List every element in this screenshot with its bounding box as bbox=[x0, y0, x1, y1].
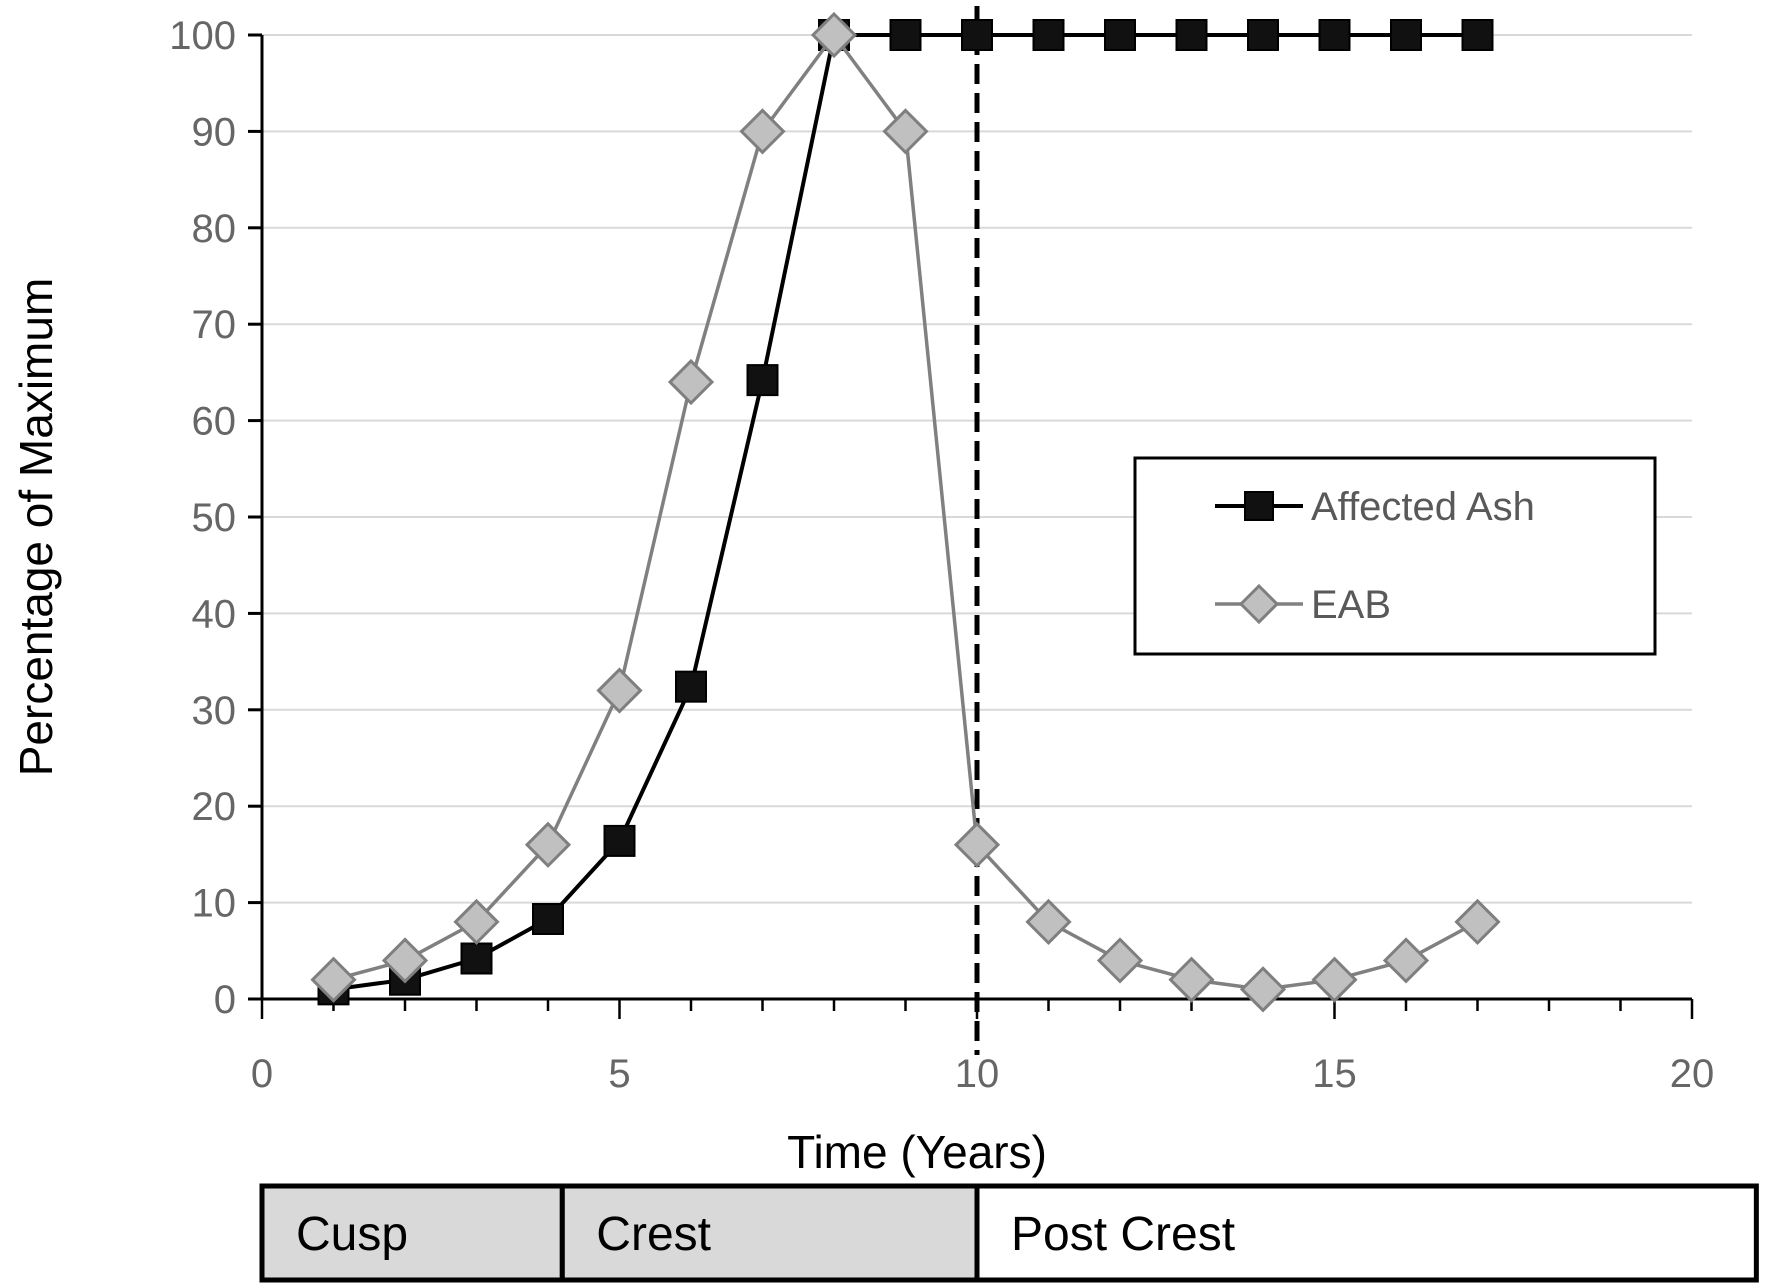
point-eab-2 bbox=[381, 937, 429, 984]
point-eab-7 bbox=[739, 108, 786, 155]
series-layer bbox=[310, 6, 1501, 1055]
series-eab bbox=[310, 11, 1501, 1013]
y-tick-label-50: 50 bbox=[192, 496, 237, 540]
y-tick-label-60: 60 bbox=[192, 400, 237, 444]
point-affected-ash-10 bbox=[961, 19, 993, 51]
y-tick-label-0: 0 bbox=[214, 978, 236, 1022]
y-tick-label-30: 30 bbox=[192, 689, 237, 733]
point-affected-ash-7 bbox=[746, 364, 779, 397]
point-eab-3 bbox=[453, 898, 500, 946]
y-tick-label-70: 70 bbox=[192, 303, 237, 347]
point-affected-ash-12 bbox=[1104, 19, 1136, 51]
legend-marker-affected-ash bbox=[1244, 491, 1274, 521]
point-eab-8 bbox=[810, 11, 858, 59]
point-affected-ash-15 bbox=[1318, 19, 1351, 51]
x-tick-label-15: 15 bbox=[1312, 1052, 1357, 1096]
point-affected-ash-14 bbox=[1247, 19, 1279, 51]
axes: 0 10 20 30 40 50 60 70 80 90 100 0 5 10 15 20 Time (Year… bbox=[10, 14, 1714, 1178]
legend-label-eab: EAB bbox=[1311, 583, 1391, 627]
point-eab-12 bbox=[1096, 937, 1144, 984]
legend-box bbox=[1133, 456, 1657, 656]
x-tick-label-10: 10 bbox=[955, 1052, 1000, 1096]
point-eab-16 bbox=[1382, 937, 1430, 984]
y-tick-label-80: 80 bbox=[192, 207, 237, 251]
point-eab-15 bbox=[1311, 956, 1358, 1003]
phase-label-cusp: Cusp bbox=[296, 1208, 408, 1261]
phase-label-post-crest: Post Crest bbox=[1011, 1208, 1235, 1261]
phase-label-crest: Crest bbox=[596, 1208, 711, 1261]
point-eab-13 bbox=[1168, 956, 1215, 1003]
series-affected-ash bbox=[317, 19, 1494, 1006]
point-affected-ash-13 bbox=[1175, 19, 1208, 51]
point-affected-ash-4 bbox=[532, 902, 564, 935]
point-eab-10 bbox=[953, 821, 1001, 868]
point-affected-ash-11 bbox=[1032, 19, 1065, 51]
point-eab-5 bbox=[596, 667, 643, 714]
point-affected-ash-16 bbox=[1390, 19, 1422, 51]
point-affected-ash-17 bbox=[1461, 19, 1494, 51]
x-tick-label-5: 5 bbox=[608, 1052, 630, 1096]
point-affected-ash-9 bbox=[889, 19, 922, 51]
point-eab-6 bbox=[667, 358, 715, 406]
phase-segment-post-crest bbox=[974, 1183, 1759, 1283]
x-tick-label-0: 0 bbox=[251, 1052, 273, 1096]
point-affected-ash-5 bbox=[603, 824, 636, 857]
point-eab-17 bbox=[1454, 898, 1501, 946]
legend-marker-eab bbox=[1238, 583, 1280, 625]
phase-bar: Cusp Crest Post Crest bbox=[259, 1183, 1759, 1283]
y-axis-title: Percentage of Maximum bbox=[10, 278, 62, 777]
point-eab-9 bbox=[882, 108, 929, 155]
y-tick-label-40: 40 bbox=[192, 592, 237, 636]
phase-segment-crest bbox=[559, 1183, 980, 1283]
point-eab-1 bbox=[310, 956, 357, 1003]
point-eab-4 bbox=[524, 821, 572, 868]
point-affected-ash-6 bbox=[675, 670, 707, 703]
point-affected-ash-3 bbox=[460, 942, 493, 975]
point-eab-11 bbox=[1025, 898, 1072, 946]
x-axis-title: Time (Years) bbox=[787, 1126, 1047, 1178]
y-tick-label-10: 10 bbox=[192, 882, 237, 926]
point-eab-14 bbox=[1239, 966, 1287, 1013]
y-tick-label-100: 100 bbox=[169, 14, 236, 58]
y-tick-label-90: 90 bbox=[192, 110, 237, 154]
legend-label-affected-ash: Affected Ash bbox=[1311, 485, 1535, 529]
y-tick-label-20: 20 bbox=[192, 785, 237, 829]
legend: Affected Ash EAB bbox=[1133, 456, 1657, 656]
x-tick-label-20: 20 bbox=[1670, 1052, 1715, 1096]
